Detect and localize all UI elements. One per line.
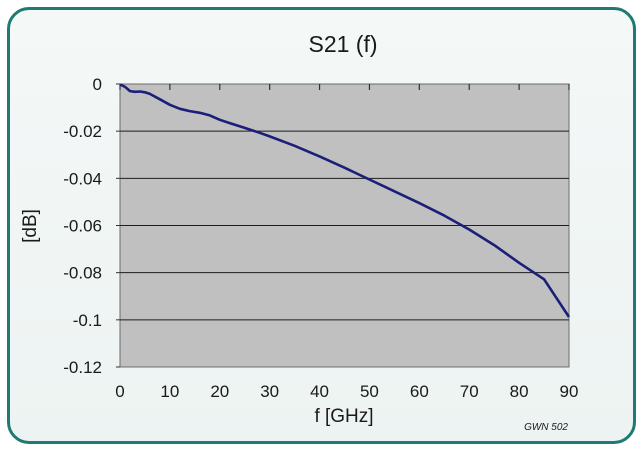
x-tick-label: 20 <box>210 382 229 401</box>
y-tick-label: 0 <box>93 75 102 94</box>
y-tick-label: -0.06 <box>63 217 102 236</box>
chart-title: S21 (f) <box>308 31 377 57</box>
y-axis-label: [dB] <box>20 209 41 243</box>
y-axis-ticks: 0 -0.02 -0.04 -0.06 -0.08 -0.1 -0.12 <box>63 75 120 377</box>
x-tick-label: 80 <box>510 382 529 401</box>
x-axis-ticks: 0 10 20 30 40 50 60 70 80 90 <box>115 84 578 401</box>
x-tick-label: 70 <box>460 382 479 401</box>
s21-series-line <box>119 83 571 318</box>
x-tick-label: 10 <box>160 382 179 401</box>
x-tick-label: 30 <box>260 382 279 401</box>
x-tick-label: 0 <box>115 382 124 401</box>
x-tick-label: 90 <box>560 382 579 401</box>
x-tick-label: 60 <box>410 382 429 401</box>
y-tick-label: -0.12 <box>63 358 102 377</box>
x-tick-label: 40 <box>310 382 329 401</box>
x-axis-label: f [GHz] <box>314 406 373 427</box>
x-tick-label: 50 <box>360 382 379 401</box>
y-tick-label: -0.02 <box>63 122 102 141</box>
y-tick-label: -0.04 <box>63 169 102 188</box>
watermark-label: GWN 502 <box>524 422 568 433</box>
y-tick-label: -0.1 <box>73 311 102 330</box>
grid-lines <box>120 130 569 321</box>
y-tick-label: -0.08 <box>63 264 102 283</box>
